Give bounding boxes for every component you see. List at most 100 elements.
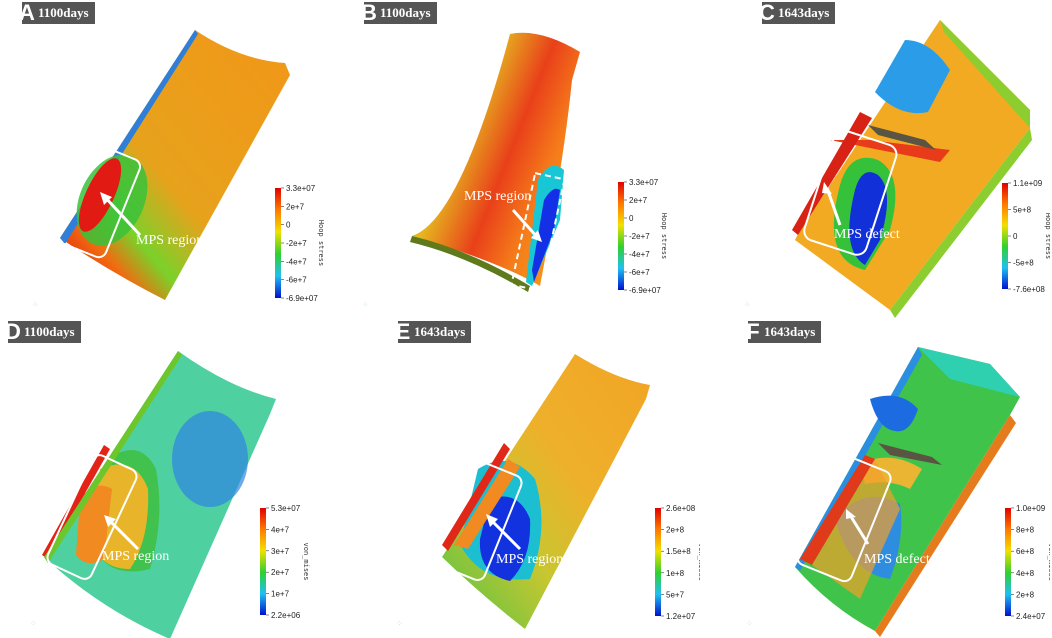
- colorbar-tick-label: 6e+8: [1016, 547, 1035, 556]
- panel-tag: C 1643days: [759, 0, 836, 25]
- colorbar-c: 1.1e+09 5e+8 0 -5e+8 -7.6e+08 Hoop stress: [1002, 179, 1050, 294]
- colorbar-tick-label: 4e+7: [271, 525, 290, 534]
- panel-days: 1643days: [414, 324, 466, 339]
- panel-tag: B 1100days: [361, 0, 437, 25]
- colorbar-tick-label: 2.2e+06: [271, 611, 301, 620]
- colorbar-title: von_mises: [302, 543, 310, 581]
- arrow: [825, 187, 842, 226]
- colorbar-d: 5.3e+07 4e+7 3e+7 2e+7 1e+7 2.2e+06 von_mises: [260, 504, 310, 620]
- panel-letter: F: [746, 319, 760, 344]
- mps-defect-box: [796, 453, 892, 583]
- panel-f: MPS defect F 1643days 1.0e+09 8e+8 6e+8 4e+…: [700, 319, 1050, 638]
- region-label: MPS region: [464, 189, 531, 204]
- colorbar-tick-label: 5e+8: [1013, 206, 1032, 215]
- axes-glyph-icon: ⁘: [744, 300, 751, 309]
- colorbar-tick-label: 2e+8: [666, 526, 685, 535]
- panel-letter: E: [395, 319, 411, 344]
- panel-days: 1643days: [778, 5, 830, 20]
- region-label: MPS region: [102, 549, 169, 564]
- panel-letter: B: [361, 0, 377, 25]
- panel-c: MPS defect C 1643days 1.1e+09 5e+8 0 -5e+8 -…: [700, 0, 1050, 319]
- axes-glyph-icon: ⁘: [32, 300, 39, 309]
- panel-tag: A 1100days: [19, 0, 95, 25]
- arrow: [488, 517, 522, 551]
- colorbar-tick-label: -4e+7: [629, 250, 650, 259]
- colorbar-title: Hoop stress: [660, 213, 668, 259]
- colorbar-tick-label: -7.6e+08: [1013, 285, 1045, 294]
- colorbar-tick-label: 1e+7: [271, 590, 290, 599]
- arrow: [102, 194, 142, 237]
- colorbar-tick-label: 8e+8: [1016, 526, 1035, 535]
- colorbar-tick-label: 3.3e+07: [629, 178, 659, 187]
- panel-e: MPS region E 1643days 2.6e+08 2e+8 1.5e+8 1…: [350, 319, 700, 638]
- region-label: MPS defect: [864, 552, 930, 567]
- colorbar-tick-label: 1e+8: [666, 569, 685, 578]
- colorbar-tick-label: -5e+8: [1013, 259, 1034, 268]
- panel-tag: E 1643days: [396, 319, 472, 344]
- mps-region-box: [46, 454, 138, 580]
- colorbar-tick-label: 2e+7: [271, 568, 290, 577]
- colorbar-tick-label: -6e+7: [629, 268, 650, 277]
- panel-letter: C: [759, 0, 775, 25]
- arrow: [511, 209, 540, 239]
- mps-region-box: [53, 143, 142, 259]
- mps-defect-box: [803, 129, 898, 256]
- colorbar-tick-label: 2e+8: [1016, 590, 1035, 599]
- colorbar-tick-label: -4e+7: [286, 257, 307, 266]
- colorbar-tick-label: 1.1e+09: [1013, 179, 1043, 188]
- colorbar-title: von_mises: [697, 543, 700, 581]
- axes-glyph-icon: ⁘: [30, 619, 37, 628]
- colorbar-title: Hoop stress: [1044, 213, 1050, 259]
- pipe-model-c: MPS defect: [792, 20, 1032, 318]
- panel-b: MPS region B 1100days 3.3e+07 2e+7 0 -2e+7 -…: [350, 0, 700, 319]
- panel-tag: D 1100days: [5, 319, 81, 344]
- panel-days: 1100days: [38, 5, 89, 20]
- panel-days: 1643days: [764, 324, 816, 339]
- colorbar-gradient: [618, 182, 624, 290]
- pipe-model-b: MPS region: [410, 32, 580, 293]
- colorbar-tick-label: -6e+7: [286, 276, 307, 285]
- colorbar-tick-label: 1.5e+8: [666, 547, 691, 556]
- panel-letter: D: [5, 319, 21, 344]
- axes-glyph-icon: ⁘: [746, 619, 753, 628]
- panel-letter: A: [19, 0, 35, 25]
- colorbar-tick-label: -2e+7: [286, 239, 307, 248]
- colorbar-tick-label: 2e+7: [629, 196, 648, 205]
- colorbar-tick-label: -6.9e+07: [629, 286, 661, 295]
- colorbar-tick-label: -2e+7: [629, 232, 650, 241]
- colorbar-gradient: [260, 508, 266, 615]
- colorbar-tick-label: 2.6e+08: [666, 504, 696, 513]
- pipe-model-e: MPS region: [432, 354, 650, 629]
- colorbar-tick-label: 5e+7: [666, 590, 685, 599]
- pipe-model-f: MPS defect: [795, 347, 1020, 637]
- colorbar-tick-label: 0: [286, 221, 291, 230]
- colorbar-title: Hoop stress: [317, 220, 325, 266]
- colorbar-tick-label: 0: [1013, 232, 1018, 241]
- colorbar-tick-label: 3e+7: [271, 547, 290, 556]
- colorbar-gradient: [655, 508, 661, 616]
- panel-tag: F 1643days: [746, 319, 822, 344]
- colorbar-gradient: [275, 188, 281, 298]
- region-label: MPS region: [136, 233, 203, 248]
- mps-region-box: [510, 171, 566, 293]
- panel-days: 1100days: [380, 5, 431, 20]
- colorbar-gradient: [1002, 183, 1008, 289]
- colorbar-gradient: [1005, 508, 1011, 616]
- colorbar-f: 1.0e+09 8e+8 6e+8 4e+8 2e+8 2.4e+07 von_mises: [1005, 504, 1050, 621]
- pipe-model-d: MPS region: [42, 351, 276, 638]
- axes-glyph-icon: ⁘: [396, 619, 403, 628]
- colorbar-tick-label: 2.4e+07: [1016, 612, 1046, 621]
- colorbar-tick-label: 1.0e+09: [1016, 504, 1046, 513]
- region-label: MPS defect: [834, 227, 900, 242]
- colorbar-tick-label: 4e+8: [1016, 569, 1035, 578]
- panel-d: MPS region D 1100days 5.3e+07 4e+7 3e+7 2e+…: [0, 319, 350, 638]
- arrow: [106, 517, 140, 551]
- axes-glyph-icon: ⁘: [362, 300, 369, 309]
- arrow: [848, 514, 870, 545]
- pipe-model-a: MPS region: [53, 30, 290, 300]
- panel-a: MPS region A 1100days 3.3e+07 2e+7 0 -2e+7 -…: [0, 0, 350, 319]
- colorbar-tick-label: 0: [629, 214, 634, 223]
- panel-days: 1100days: [24, 324, 75, 339]
- colorbar-tick-label: 1.2e+07: [666, 612, 696, 621]
- colorbar-tick-label: -6.9e+07: [286, 294, 318, 303]
